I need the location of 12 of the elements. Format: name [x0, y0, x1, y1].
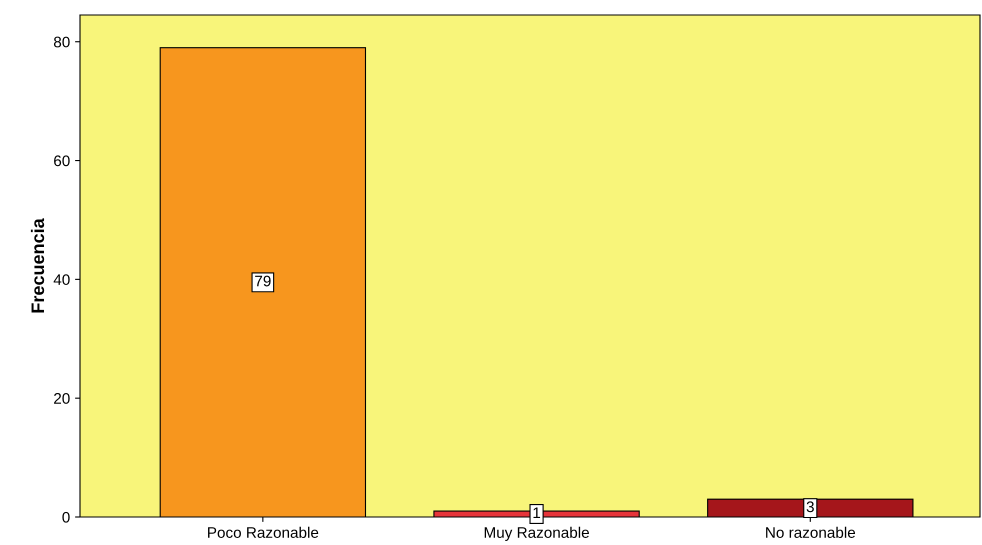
data-label: 1	[533, 507, 540, 518]
y-tick-label: 20	[54, 393, 70, 404]
y-axis-title: Frecuencia	[30, 218, 44, 312]
data-label: 79	[255, 276, 271, 286]
y-tick-label: 0	[62, 512, 70, 523]
y-tick-label: 60	[54, 155, 70, 166]
y-tick-label: 40	[54, 274, 70, 286]
x-tick-label: No razonable	[766, 526, 856, 538]
x-tick-label: Poco Razonable	[208, 526, 318, 538]
y-tick-label: 80	[54, 36, 70, 48]
x-tick-label: Muy Razonable	[484, 526, 589, 541]
data-label: 3	[806, 501, 814, 512]
